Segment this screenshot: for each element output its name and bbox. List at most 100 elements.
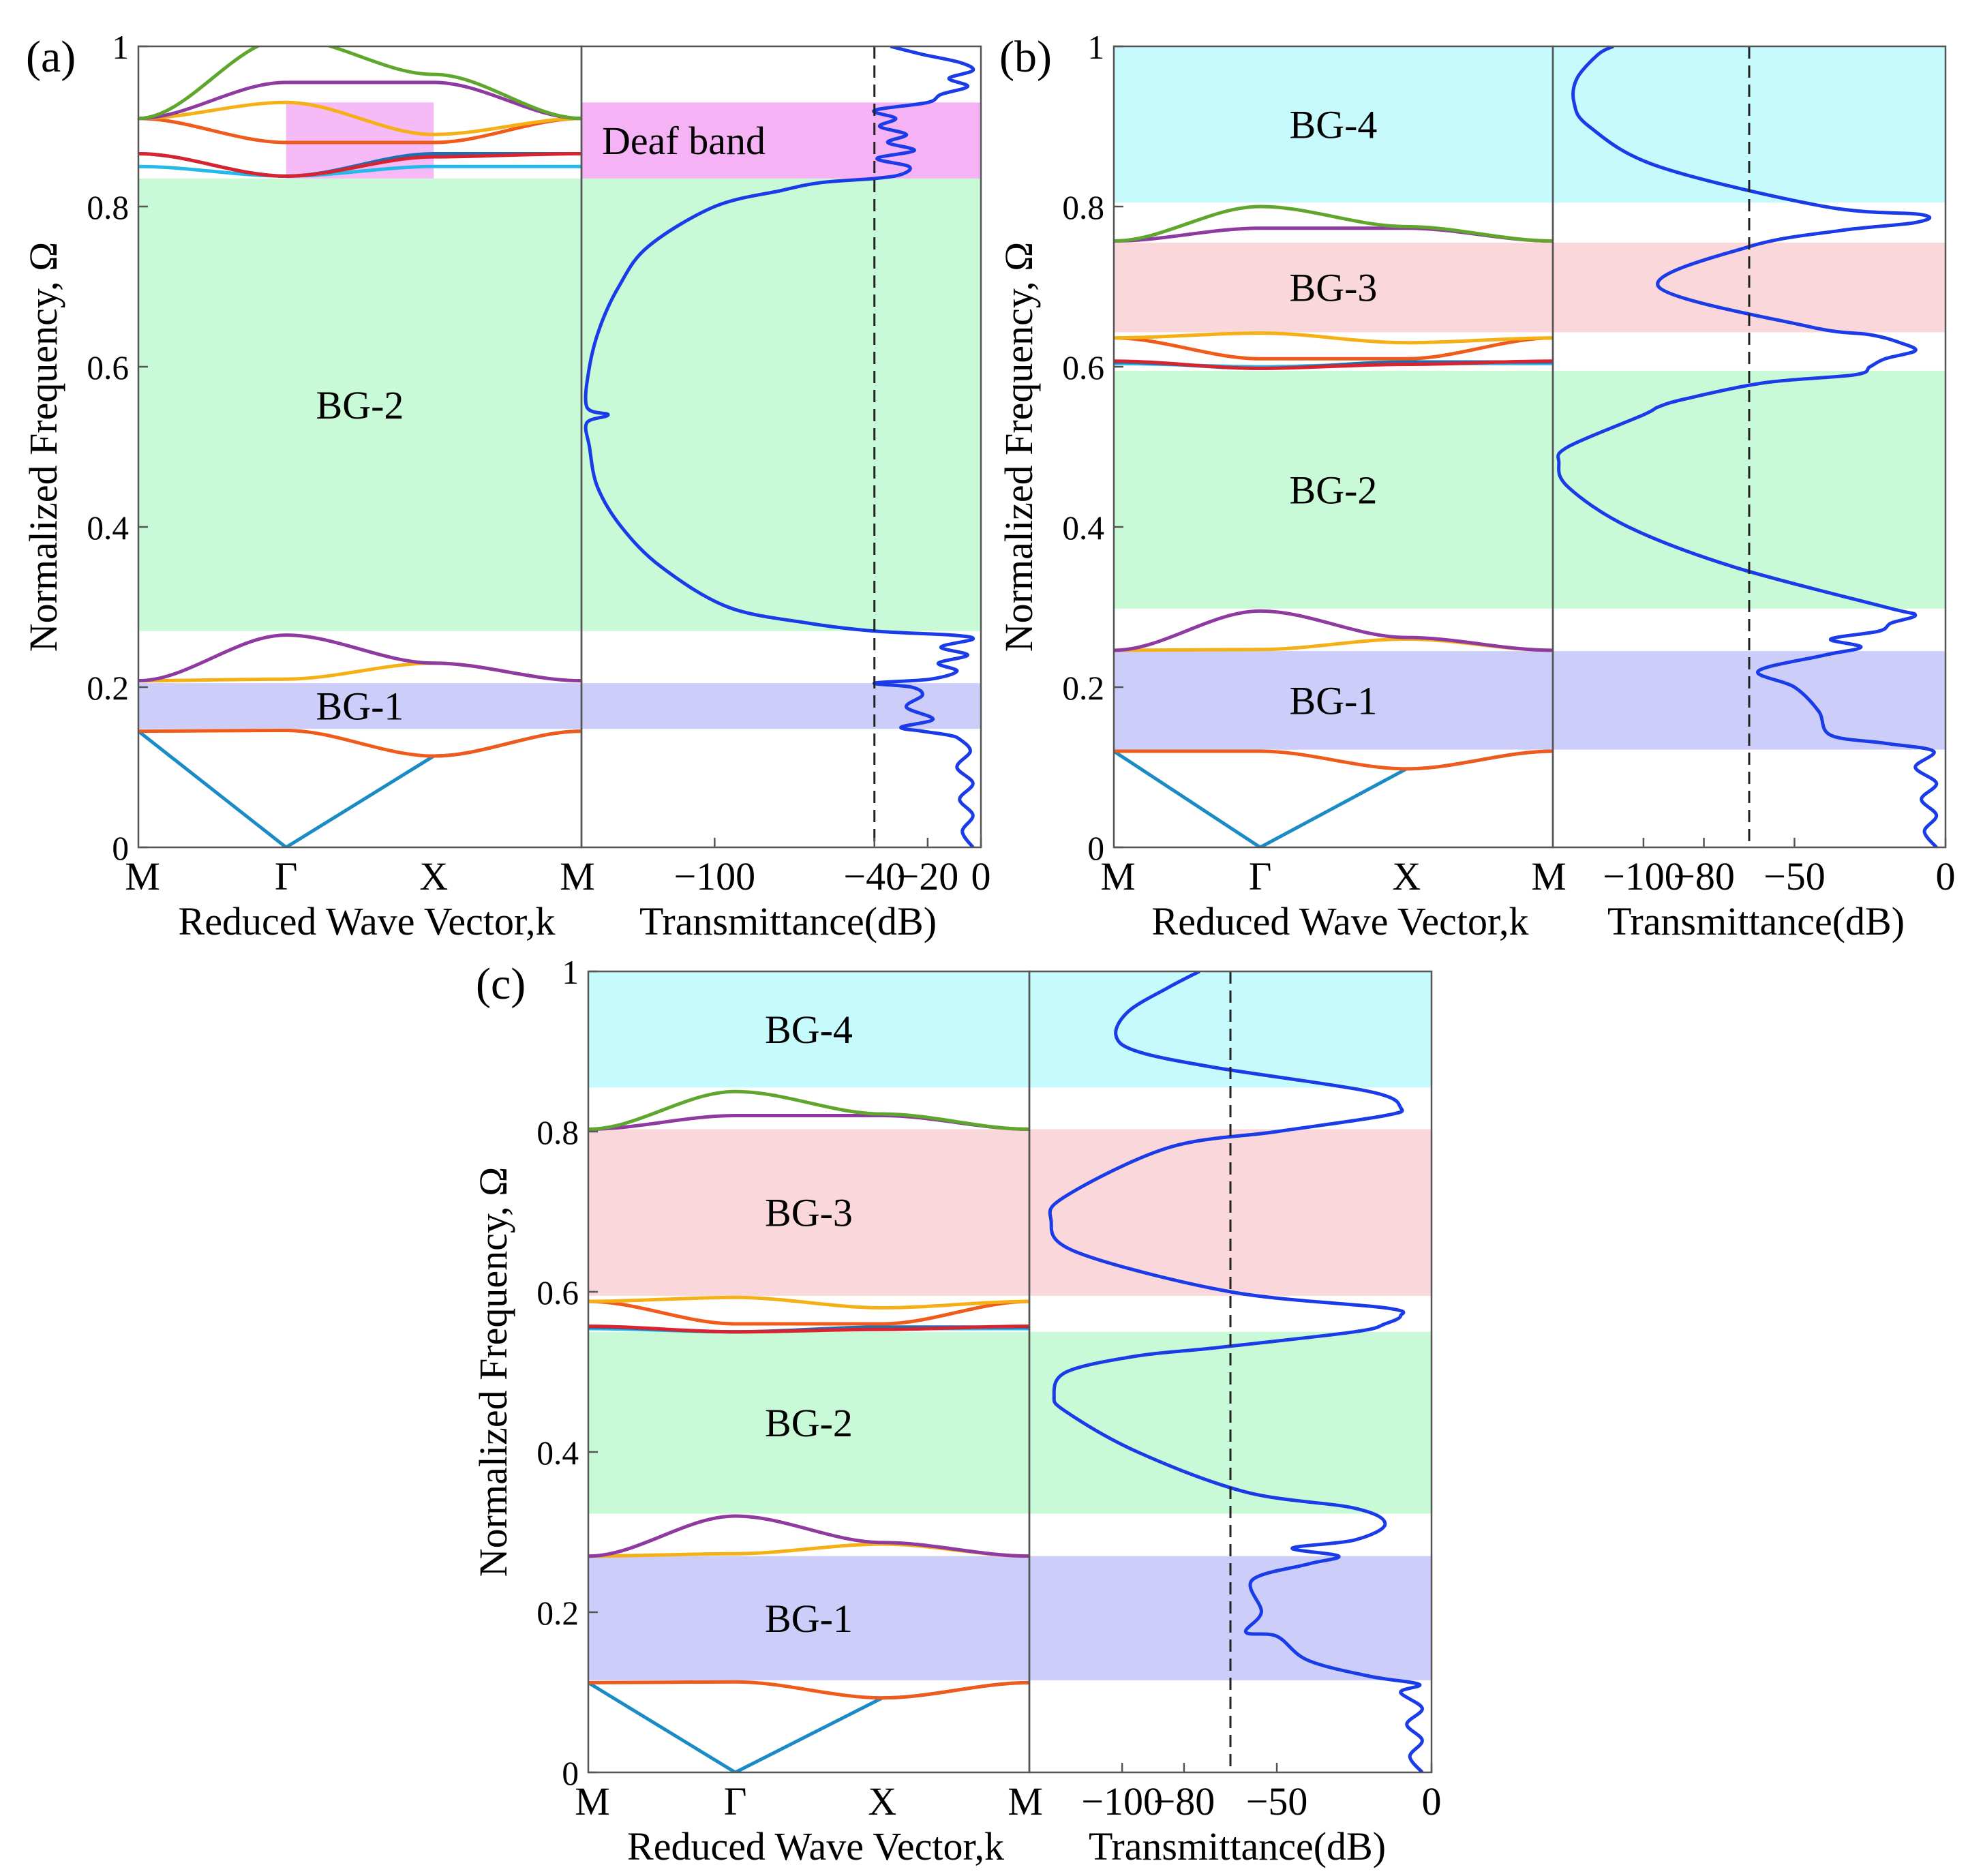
transmittance-curve: [1556, 46, 1939, 847]
band-curve-9: [588, 1295, 1030, 1310]
y-tick-label: 0.4: [536, 1434, 579, 1472]
y-tick-label: 0.8: [536, 1114, 579, 1151]
transmission-plot-frame: [580, 45, 982, 849]
transmittance-curve: [584, 46, 975, 847]
region-bg-4: [588, 971, 1432, 1088]
transmission-xlabel: Transmittance(dB): [1089, 1824, 1386, 1869]
band-curve-7: [1114, 359, 1554, 370]
plot-area-2: [588, 971, 1432, 1772]
band-curve-8: [588, 1299, 1030, 1326]
region-label-bg-2: BG-2: [316, 383, 404, 427]
band-curve-10: [138, 80, 582, 121]
region-label-bg-1: BG-1: [1290, 678, 1378, 723]
band-curve-1: [588, 1680, 1030, 1772]
y-tick-label: 0.4: [1062, 509, 1104, 547]
band-curve-4: [588, 1514, 1030, 1558]
x-tick-label-M: M: [560, 854, 595, 898]
x-tick-label-M: M: [1008, 1779, 1043, 1824]
transmittance-tick-label: −50: [1763, 854, 1826, 898]
region-label-bg-4: BG-4: [765, 1008, 853, 1052]
region-bg-3: [1114, 242, 1946, 333]
band-curve-2: [138, 728, 582, 758]
region-label-bg-1: BG-1: [765, 1597, 853, 1641]
region-bg-2: [588, 1331, 1432, 1514]
transmission-xlabel: Transmittance(dB): [1607, 899, 1905, 943]
y-tick-label: 1: [1087, 29, 1104, 66]
transmittance-tick-label: 0: [971, 854, 991, 898]
transmittance-tick-label: −80: [1153, 1779, 1215, 1824]
x-tick-label-M: M: [125, 854, 160, 898]
x-tick-label-M: M: [575, 1779, 610, 1824]
x-tick-label-X: X: [868, 1779, 896, 1824]
band-curve-9: [138, 100, 582, 136]
region-bg-3: [588, 1129, 1432, 1296]
band-xlabel: Reduced Wave Vector,k: [179, 899, 556, 943]
ylabel: Normalized Frequency, Ω: [471, 1167, 515, 1577]
band-xlabel: Reduced Wave Vector,k: [627, 1824, 1004, 1869]
ylabel: Normalized Frequency, Ω: [997, 242, 1041, 652]
panel-2: 0 0.2 0.4 0.6 0.8 1 M Γ X M −100−80 −50 0 Reduced Wav…: [471, 954, 1442, 1869]
region-bg-4: [1114, 46, 1946, 203]
y-tick-label: 0.2: [1062, 669, 1104, 707]
y-tick-label: 1: [562, 954, 579, 991]
transmittance-tick-label: 0: [1422, 1779, 1442, 1824]
x-tick-label-M: M: [1531, 854, 1566, 898]
y-tick-label: 0.8: [87, 189, 129, 226]
band-curve-9: [1114, 331, 1554, 345]
band-curve-1: [138, 729, 582, 847]
y-tick-label: 0: [562, 1755, 579, 1792]
panel-1: 0 0.2 0.4 0.6 0.8 1 M Γ X M −100−80 −50 0 Reduced Wav…: [997, 29, 1956, 943]
band-curve-2: [1114, 749, 1554, 771]
y-tick-label: 0.6: [87, 349, 129, 387]
x-tick-label-Γ: Γ: [275, 854, 298, 898]
region-deaf-band: [581, 102, 981, 179]
region-label-bg-2: BG-2: [1290, 468, 1378, 512]
region-label-bg-1: BG-1: [316, 684, 404, 729]
band-curve-11: [1114, 205, 1554, 243]
band-curve-7: [138, 151, 582, 178]
band-curve-2: [588, 1680, 1030, 1700]
panel-label: (b): [999, 32, 1052, 82]
band-curve-11: [588, 1089, 1030, 1131]
transmission-plot-frame: [1028, 970, 1433, 1774]
y-tick-label: 1: [112, 29, 129, 66]
transmission-xlabel: Transmittance(dB): [639, 899, 937, 943]
panel-label: (a): [26, 32, 76, 82]
x-tick-label-X: X: [1392, 854, 1421, 898]
region-bg-1: [588, 1556, 1432, 1680]
panel-label: (c): [476, 959, 526, 1009]
transmission-plot-frame: [1551, 45, 1947, 849]
y-tick-label: 0.2: [87, 669, 129, 707]
band-curve-4: [138, 633, 582, 683]
band-curve-8: [138, 117, 582, 145]
region-bg-1: [1114, 651, 1946, 750]
region-label-bg-2: BG-2: [765, 1401, 853, 1445]
transmittance-tick-label: −50: [1246, 1779, 1308, 1824]
transmittance-tick-label: −100: [673, 854, 755, 898]
x-tick-label-Γ: Γ: [724, 1779, 747, 1824]
region-label-bg-4: BG-4: [1290, 103, 1378, 147]
y-tick-label: 0.4: [87, 509, 129, 547]
band-xlabel: Reduced Wave Vector,k: [1152, 899, 1529, 943]
x-tick-label-X: X: [419, 854, 448, 898]
y-tick-label: 0: [112, 830, 129, 867]
transmittance-tick-label: −40: [843, 854, 905, 898]
transmittance-tick-label: 0: [1936, 854, 1956, 898]
band-curve-8: [1114, 336, 1554, 361]
transmittance-tick-label: −100: [1603, 854, 1684, 898]
y-tick-label: 0.2: [536, 1594, 579, 1632]
y-tick-label: 0: [1087, 830, 1104, 867]
y-tick-label: 0.6: [1062, 349, 1104, 387]
transmittance-tick-label: −80: [1673, 854, 1735, 898]
y-tick-label: 0.8: [1062, 189, 1104, 226]
transmittance-tick-label: −20: [897, 854, 959, 898]
plot-area-1: [1114, 46, 1946, 847]
x-tick-label-Γ: Γ: [1249, 854, 1272, 898]
transmittance-tick-label: −100: [1081, 1779, 1163, 1824]
region-label-deaf-band: Deaf band: [602, 119, 766, 163]
band-curve-1: [1114, 749, 1554, 847]
y-tick-label: 0.6: [536, 1274, 579, 1312]
panel-0: 0 0.2 0.4 0.6 0.8 1 M Γ X M −100 −40−20 0 Reduced Wav…: [21, 29, 991, 943]
x-tick-label-M: M: [1100, 854, 1136, 898]
